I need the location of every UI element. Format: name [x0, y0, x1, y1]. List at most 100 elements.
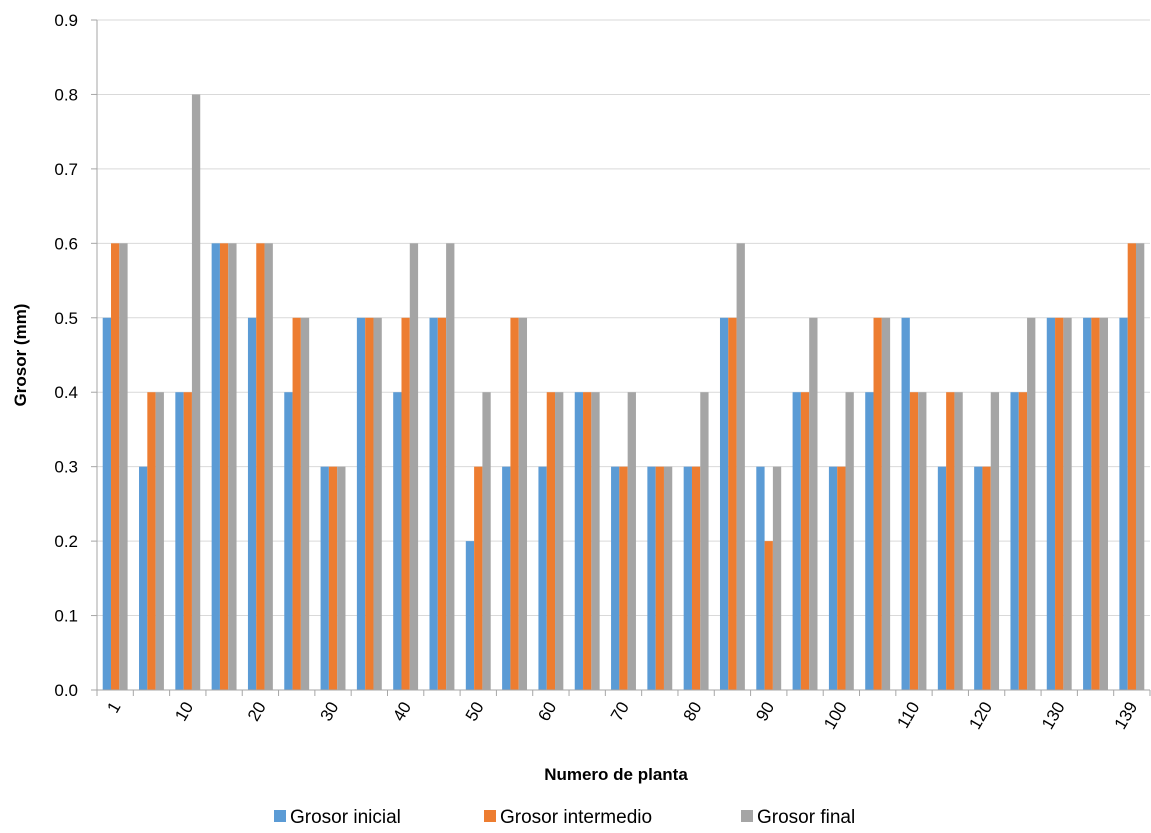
bar-grosor-final [1063, 317, 1072, 690]
bar-grosor-inicial [247, 317, 257, 690]
bar-grosor-intermedio [982, 466, 991, 690]
y-tick-label: 0.0 [54, 681, 78, 700]
x-axis-title: Numero de planta [544, 765, 688, 784]
x-tick-label: 10 [171, 699, 197, 725]
bar-grosor-inicial [901, 317, 910, 690]
bar-grosor-intermedio [1055, 317, 1064, 690]
bar-grosor-final [809, 317, 818, 690]
y-tick-label: 0.8 [54, 85, 78, 104]
bar-grosor-inicial [719, 317, 729, 690]
bar-grosor-inicial [1046, 317, 1056, 690]
bar-grosor-inicial [574, 392, 584, 690]
bar-grosor-final [119, 243, 128, 690]
bar-grosor-final [1027, 317, 1036, 690]
bar-grosor-final [736, 243, 745, 690]
bar-grosor-inicial [538, 466, 547, 690]
bar-grosor-intermedio [510, 317, 519, 690]
bar-grosor-inicial [937, 466, 947, 690]
bar-grosor-final [337, 466, 346, 690]
bar-grosor-inicial [102, 317, 112, 690]
bar-grosor-intermedio [474, 466, 483, 690]
x-tick-label: 120 [965, 699, 996, 733]
bar-grosor-intermedio [256, 243, 265, 690]
bar-grosor-intermedio [111, 243, 120, 690]
bar-grosor-final [881, 317, 891, 690]
bar-grosor-intermedio [328, 466, 338, 690]
legend-label: Grosor final [757, 807, 855, 828]
y-tick-label: 0.9 [54, 11, 78, 30]
bar-grosor-inicial [465, 541, 475, 690]
y-tick-label: 0.1 [54, 607, 78, 626]
bar-grosor-inicial [756, 466, 765, 690]
y-axis-title: Grosor (mm) [11, 304, 30, 407]
bar-grosor-intermedio [655, 466, 664, 690]
y-tick-labels: 0.0 0.1 0.2 0.3 0.4 0.5 0.6 0.7 0.8 0.9 [54, 11, 78, 700]
bar-grosor-final [663, 466, 673, 690]
bar-grosor-inicial [320, 466, 329, 690]
bar-grosor-inicial [865, 392, 874, 690]
bar-grosor-final [300, 317, 310, 690]
bar-grosor-inicial [139, 466, 148, 690]
bar-grosor-inicial [611, 466, 620, 690]
bar-grosor-intermedio [365, 317, 374, 690]
y-tick-label: 0.6 [54, 234, 78, 253]
x-tick-label: 40 [389, 699, 415, 725]
bar-grosor-final [700, 392, 709, 690]
bar-grosor-inicial [647, 466, 656, 690]
bar-grosor-final [1099, 317, 1108, 690]
bar-grosor-intermedio [946, 392, 955, 690]
x-tick-label: 70 [607, 699, 633, 725]
bar-grosor-intermedio [691, 466, 701, 690]
bar-grosor-final [191, 94, 201, 690]
x-tick-label: 90 [752, 699, 778, 725]
bar-grosor-inicial [792, 392, 801, 690]
bar-grosor-inicial [175, 392, 184, 690]
x-tick-labels: 1 10 20 30 40 50 60 70 80 90 100 110 120 130 139 [103, 699, 1141, 733]
bar-grosor-final [482, 392, 491, 690]
bar-grosor-intermedio [1127, 243, 1136, 690]
legend-swatch [274, 810, 286, 822]
x-tick-label: 80 [680, 699, 706, 725]
bar-grosor-intermedio [401, 317, 410, 690]
legend: Grosor inicial Grosor intermedio Grosor fi… [274, 807, 855, 828]
x-tick-label: 20 [244, 699, 270, 725]
bar-grosor-inicial [429, 317, 438, 690]
bar-grosor-intermedio [147, 392, 156, 690]
axes [91, 19, 1151, 696]
x-tick-label: 110 [893, 699, 923, 732]
y-tick-label: 0.4 [54, 383, 78, 402]
bar-grosor-final [446, 243, 455, 690]
y-tick-label: 0.2 [54, 532, 78, 551]
bar-grosor-final [155, 392, 164, 690]
bar-grosor-intermedio [837, 466, 846, 690]
bar-grosor-intermedio [219, 243, 229, 690]
bar-grosor-intermedio [619, 466, 628, 690]
bar-grosor-final [228, 243, 237, 690]
bar-grosor-intermedio [873, 317, 882, 690]
bar-grosor-final [555, 392, 564, 690]
bar-grosor-final [845, 392, 854, 690]
bar-grosor-final [990, 392, 1000, 690]
legend-label: Grosor inicial [290, 807, 401, 828]
bar-grosor-final [409, 243, 419, 690]
x-tick-label: 50 [462, 699, 488, 725]
legend-swatch [741, 810, 753, 822]
bar-grosor-intermedio [583, 392, 592, 690]
bar-grosor-final [627, 392, 636, 690]
bar-grosor-final [373, 317, 382, 690]
bar-grosor-final [591, 392, 600, 690]
bar-grosor-intermedio [292, 317, 301, 690]
bar-grosor-inicial [393, 392, 402, 690]
bar-grosor-intermedio [800, 392, 810, 690]
bar-grosor-inicial [1083, 317, 1092, 690]
bar-grosor-final [264, 243, 273, 690]
bar-grosor-intermedio [1091, 317, 1100, 690]
bar-grosor-inicial [974, 466, 983, 690]
bar-grosor-inicial [502, 466, 511, 690]
legend-swatch [484, 810, 496, 822]
bar-grosor-intermedio [1018, 392, 1028, 690]
y-tick-label: 0.3 [54, 458, 78, 477]
bar-grosor-inicial [1010, 392, 1019, 690]
x-tick-label: 60 [534, 699, 560, 725]
